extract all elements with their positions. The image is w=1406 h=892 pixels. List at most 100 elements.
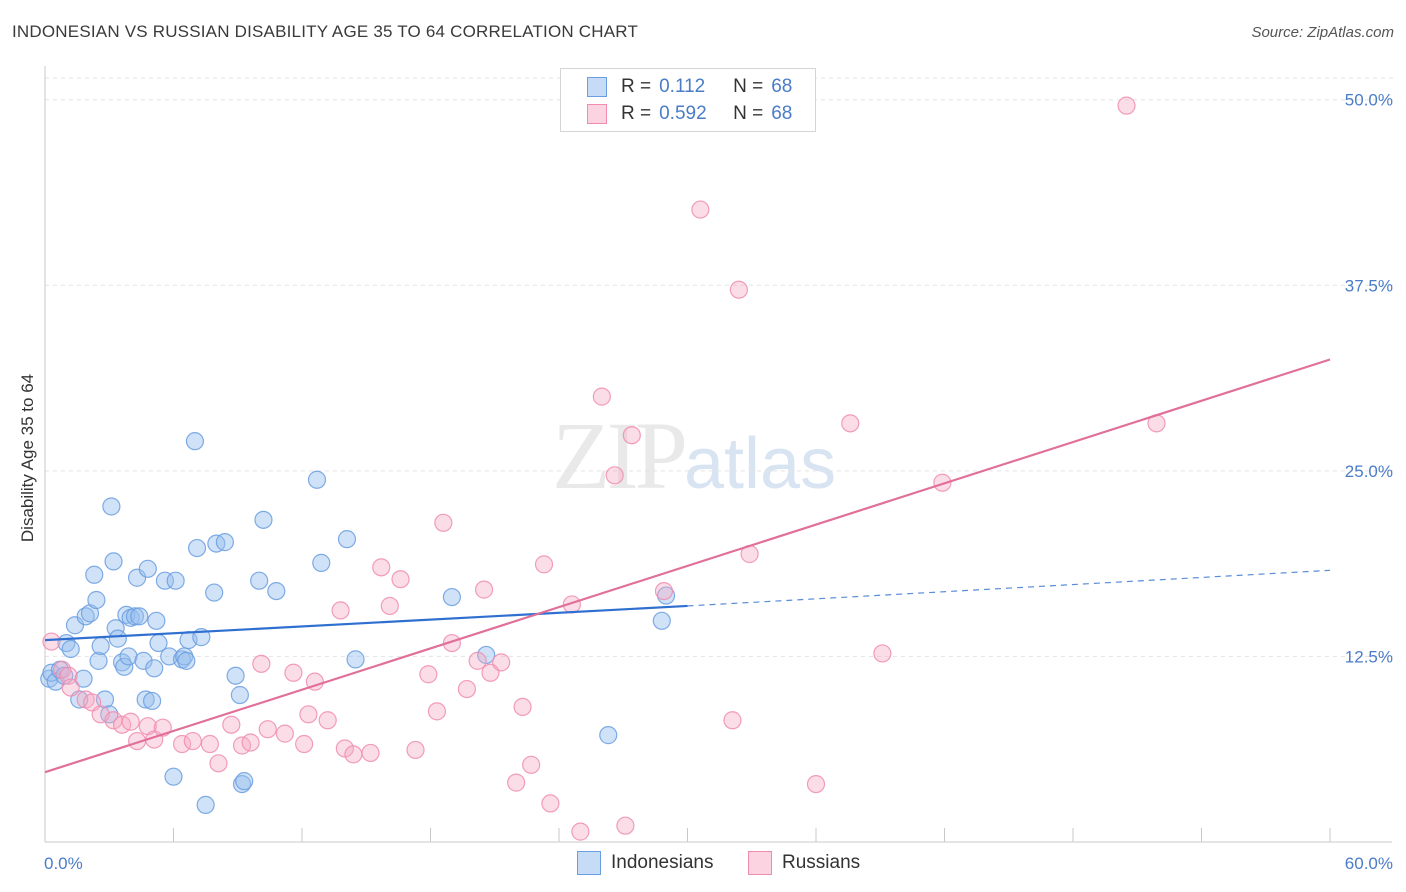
legend-r-value: 0.592 [659,103,707,124]
series-legend-label: Indonesians [611,852,714,873]
data-point-indonesians [145,659,164,678]
data-point-indonesians [102,497,121,516]
data-point-russians [522,755,541,774]
data-point-russians [442,633,462,653]
data-point-russians [200,734,220,754]
data-point-russians [507,773,526,792]
data-point-indonesians [250,571,269,590]
chart-title: INDONESIAN VS RUSSIAN DISABILITY AGE 35 … [12,22,639,41]
trend-extension-indonesians [687,569,1331,607]
data-point-russians [492,653,511,672]
data-point-russians [344,745,363,764]
data-point-indonesians [138,559,157,578]
data-point-russians [331,601,350,620]
correlation-legend: R = 0.112 N = 68 R = 0.592 N = 68 [560,68,816,132]
data-point-indonesians [74,669,93,688]
data-point-russians [434,513,453,532]
data-point-russians [729,280,749,299]
data-point-russians [284,663,303,682]
data-point-russians [391,570,410,589]
data-point-indonesians [205,583,224,602]
legend-swatch-pink [587,104,607,124]
legend-swatch-blue [587,77,607,97]
legend-r-value: 0.112 [659,76,706,97]
data-point-indonesians [196,795,215,814]
watermark: ZIPatlas [552,400,836,511]
data-point-indonesians [187,538,207,558]
data-point-russians [468,651,487,670]
data-point-indonesians [235,772,254,791]
data-point-indonesians [230,685,249,705]
data-point-indonesians [312,553,331,572]
data-point-indonesians [85,565,104,584]
data-point-indonesians [166,571,185,590]
data-point-indonesians [119,647,138,666]
data-point-indonesians [599,726,618,745]
data-point-indonesians [226,666,245,685]
legend-n-label: N = [733,103,764,124]
data-point-russians [372,558,391,577]
data-point-russians [172,734,192,754]
legend-n-label: N = [733,76,764,97]
data-point-russians [616,816,635,835]
data-point-russians [241,733,260,752]
data-point-indonesians [337,530,357,549]
data-point-russians [258,720,277,739]
watermark-zip: ZIP [552,402,688,509]
data-point-russians [873,644,892,663]
data-points [40,96,1166,841]
series-swatch-blue [577,851,601,875]
data-point-russians [605,466,624,485]
series-swatch-pink [748,851,772,875]
data-point-indonesians [142,691,162,711]
data-point-indonesians [215,533,234,552]
x-tick-label: 0.0% [44,854,83,873]
data-point-russians [841,414,860,433]
data-point-indonesians [91,636,110,656]
data-point-russians [474,580,494,599]
data-point-indonesians [104,552,123,571]
legend-r-label: R = [621,76,652,97]
data-point-indonesians [177,651,196,670]
data-point-indonesians [125,607,145,626]
source-label: Source: ZipAtlas.com [1251,24,1394,41]
data-point-russians [427,702,447,721]
legend-n-value: 68 [771,76,793,97]
data-point-russians [622,426,641,445]
y-tick-label: 12.5% [1345,647,1393,666]
data-point-russians [121,712,140,731]
x-tick-label: 60.0% [1345,854,1393,873]
data-point-indonesians [307,470,327,489]
data-point-russians [541,794,560,813]
data-point-russians [183,731,202,751]
legend-n-value: 68 [771,103,793,124]
data-point-indonesians [164,767,183,786]
tick-labels: 12.5% 25.0% 37.5% 50.0% 0.0% 60.0% [44,91,1393,873]
data-point-indonesians [89,651,108,670]
data-point-russians [933,473,952,492]
data-point-russians [42,632,61,651]
data-point-russians [419,665,438,684]
data-point-russians [691,200,710,219]
data-point-indonesians [108,629,127,648]
legend-row-indonesians: R = 0.112 N = 68 [587,75,792,99]
data-point-indonesians [61,639,80,659]
data-point-indonesians [185,432,205,451]
series-legend-russians: Russians [748,851,860,875]
data-point-indonesians [652,611,671,630]
data-point-russians [534,555,554,574]
data-point-russians [406,740,425,760]
series-legend-indonesians: Indonesians [577,851,713,875]
data-point-russians [61,678,80,697]
data-point-russians [361,743,380,763]
data-point-russians [209,754,228,773]
y-tick-label: 25.0% [1345,462,1393,481]
data-point-russians [252,654,271,673]
data-point-russians [723,711,742,730]
data-point-indonesians [115,657,134,676]
y-tick-label: 50.0% [1345,91,1393,110]
data-point-indonesians [134,651,153,670]
trend-line-russians [44,358,1331,774]
data-point-russians [571,822,590,841]
watermark-atlas: atlas [684,424,837,504]
